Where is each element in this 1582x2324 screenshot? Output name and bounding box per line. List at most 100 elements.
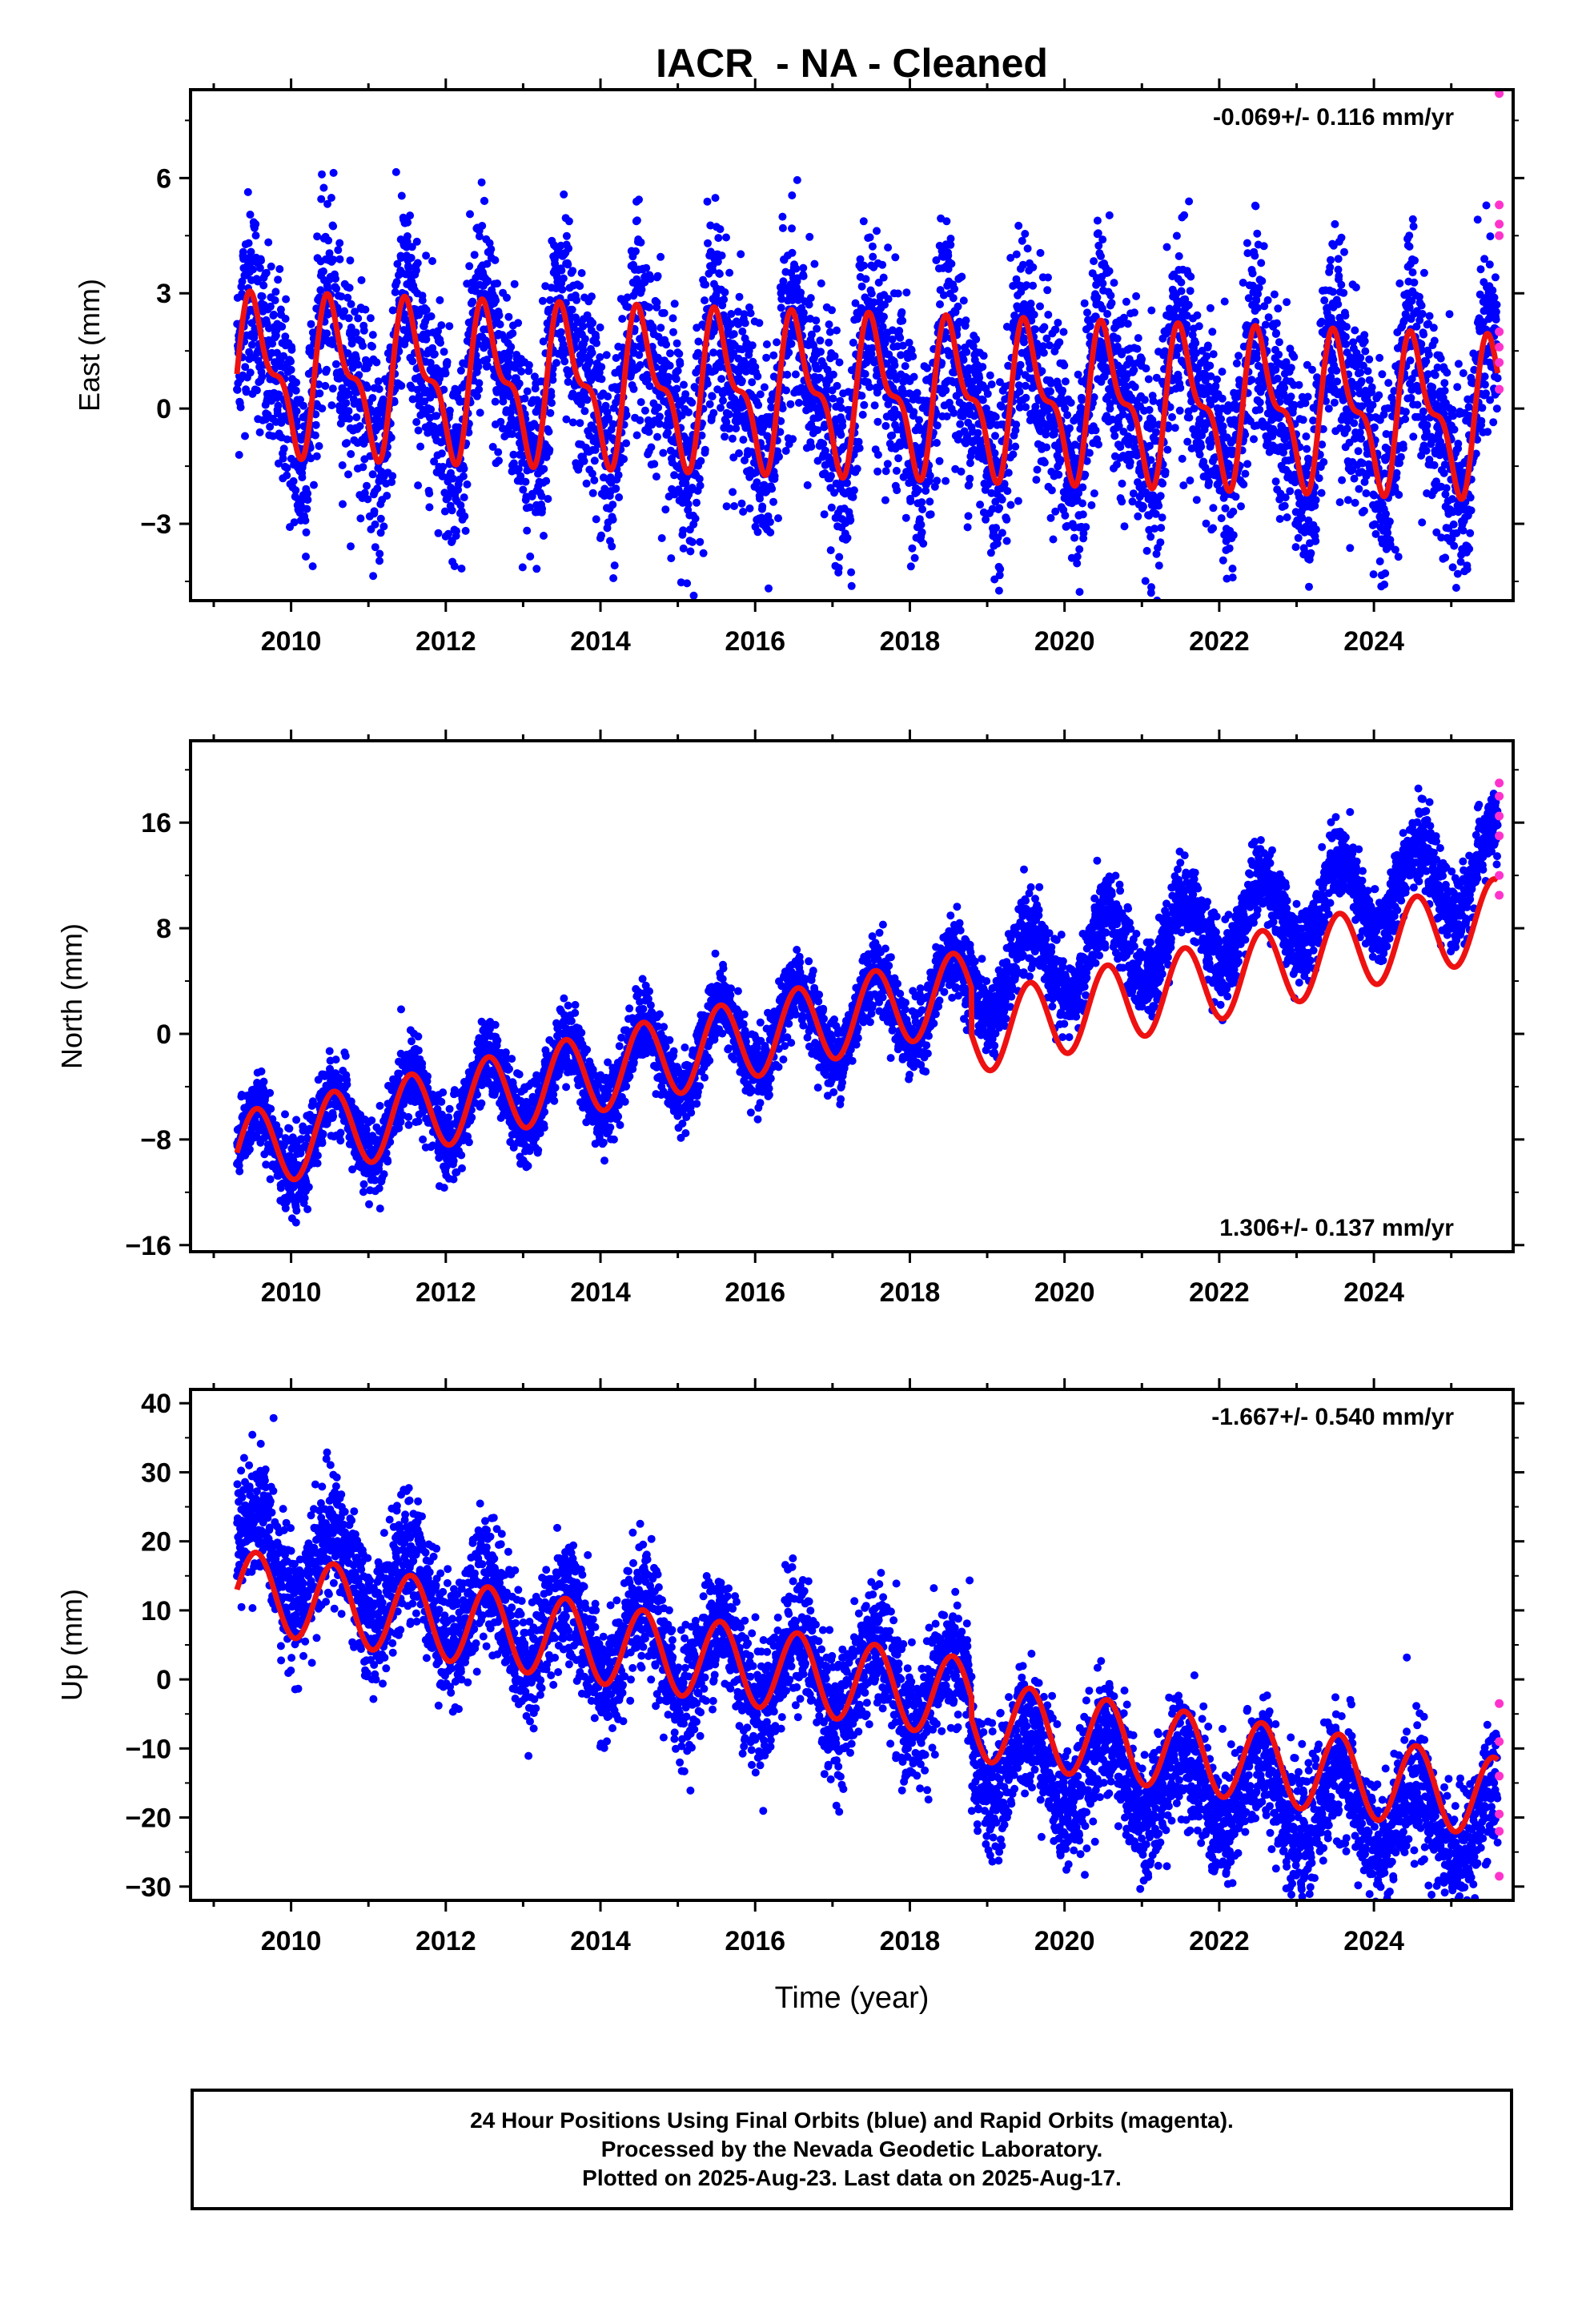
point-final bbox=[760, 383, 769, 392]
point-final bbox=[560, 357, 569, 366]
point-final bbox=[1195, 450, 1204, 459]
point-final bbox=[1272, 329, 1281, 337]
point-final bbox=[450, 562, 459, 570]
point-final bbox=[491, 397, 500, 406]
point-final bbox=[1179, 481, 1188, 490]
point-final bbox=[656, 252, 665, 261]
point-final bbox=[1218, 368, 1227, 376]
point-final bbox=[1141, 577, 1150, 585]
point-final bbox=[351, 328, 360, 337]
point-final bbox=[279, 454, 287, 463]
point-final bbox=[292, 407, 301, 416]
point-final bbox=[1255, 283, 1263, 292]
point-final bbox=[1299, 416, 1307, 424]
point-final bbox=[906, 497, 915, 505]
point-final bbox=[657, 534, 666, 542]
point-final bbox=[370, 507, 379, 516]
point-final bbox=[1094, 440, 1102, 448]
point-final bbox=[344, 390, 353, 399]
point-final bbox=[604, 392, 612, 401]
point-final bbox=[705, 400, 714, 408]
point-final bbox=[917, 521, 926, 529]
point-final bbox=[608, 501, 617, 509]
point-final bbox=[745, 504, 754, 513]
point-final bbox=[496, 320, 504, 329]
point-final bbox=[1185, 413, 1194, 422]
point-final bbox=[1218, 394, 1227, 403]
point-final bbox=[1078, 499, 1086, 508]
point-final bbox=[950, 408, 958, 417]
point-final bbox=[321, 381, 330, 390]
point-final bbox=[491, 255, 500, 264]
point-final bbox=[359, 326, 368, 335]
point-final bbox=[902, 288, 911, 297]
point-final bbox=[1126, 458, 1134, 467]
point-final bbox=[827, 503, 836, 512]
point-final bbox=[672, 375, 681, 384]
point-final bbox=[1132, 292, 1141, 300]
point-final bbox=[496, 417, 505, 426]
point-final bbox=[328, 340, 337, 348]
point-final bbox=[788, 191, 797, 199]
point-final bbox=[942, 217, 951, 226]
point-final bbox=[1039, 348, 1048, 357]
point-final bbox=[456, 366, 465, 375]
point-final bbox=[323, 329, 331, 338]
point-final bbox=[290, 518, 299, 527]
point-final bbox=[1219, 556, 1227, 565]
point-final bbox=[669, 314, 677, 323]
point-final bbox=[905, 338, 913, 347]
point-final bbox=[359, 341, 367, 350]
point-final bbox=[1134, 512, 1142, 521]
point-final bbox=[735, 449, 743, 457]
point-final bbox=[530, 372, 539, 381]
point-final bbox=[728, 434, 737, 443]
point-final bbox=[408, 357, 417, 366]
point-final bbox=[262, 268, 271, 277]
point-final bbox=[597, 375, 606, 384]
point-final bbox=[1058, 386, 1067, 395]
point-final bbox=[870, 401, 879, 410]
point-final bbox=[281, 332, 290, 341]
point-final bbox=[816, 336, 825, 345]
point-final bbox=[524, 360, 533, 369]
point-final bbox=[1253, 304, 1262, 312]
point-final bbox=[436, 339, 444, 347]
point-final bbox=[323, 365, 331, 374]
point-final bbox=[524, 367, 533, 376]
point-final bbox=[1217, 415, 1226, 424]
point-final bbox=[1162, 243, 1171, 251]
point-final bbox=[368, 394, 377, 402]
point-final bbox=[267, 262, 275, 271]
point-final bbox=[868, 242, 877, 251]
point-final bbox=[546, 296, 555, 304]
point-final bbox=[270, 310, 278, 319]
point-final bbox=[721, 288, 729, 296]
point-final bbox=[893, 486, 901, 495]
point-final bbox=[1016, 360, 1025, 369]
point-final bbox=[541, 282, 550, 291]
point-final bbox=[576, 419, 584, 428]
point-final bbox=[283, 464, 291, 472]
point-final bbox=[908, 544, 917, 553]
point-final bbox=[1061, 511, 1070, 520]
point-final bbox=[303, 489, 312, 498]
point-final bbox=[817, 279, 825, 287]
point-final bbox=[697, 456, 705, 465]
point-final bbox=[278, 322, 287, 331]
point-final bbox=[588, 319, 597, 328]
point-final bbox=[296, 396, 304, 404]
point-final bbox=[919, 539, 928, 548]
point-final bbox=[855, 444, 864, 452]
point-final bbox=[465, 262, 474, 271]
point-final bbox=[865, 233, 874, 242]
point-final bbox=[1206, 361, 1215, 370]
point-final bbox=[662, 340, 671, 349]
point-final bbox=[291, 386, 300, 395]
point-final bbox=[1311, 525, 1320, 534]
point-final bbox=[770, 472, 779, 480]
point-final bbox=[819, 440, 828, 448]
point-final bbox=[853, 464, 861, 473]
point-final bbox=[986, 549, 995, 557]
point-final bbox=[768, 485, 777, 493]
